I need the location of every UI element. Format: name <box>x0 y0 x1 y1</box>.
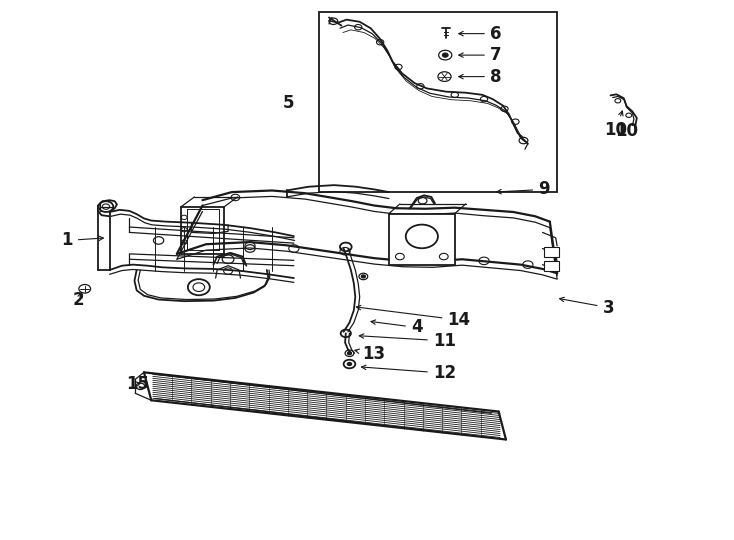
Text: 12: 12 <box>362 364 456 382</box>
Circle shape <box>443 53 448 57</box>
Text: 8: 8 <box>459 68 501 86</box>
Text: 4: 4 <box>371 319 423 336</box>
Bar <box>544 261 559 271</box>
Text: 11: 11 <box>360 332 456 350</box>
Text: 5: 5 <box>283 94 294 112</box>
Text: 9: 9 <box>497 180 550 198</box>
Text: 3: 3 <box>559 298 614 316</box>
Text: 13: 13 <box>355 346 386 363</box>
Text: 2: 2 <box>73 291 84 308</box>
Circle shape <box>347 362 352 366</box>
Text: 1: 1 <box>62 232 103 249</box>
Bar <box>319 12 557 192</box>
Text: 7: 7 <box>459 46 501 64</box>
Text: 10: 10 <box>604 111 627 139</box>
Text: 10: 10 <box>616 123 639 140</box>
Circle shape <box>347 352 352 355</box>
Text: 6: 6 <box>459 25 501 43</box>
Text: 14: 14 <box>357 306 470 329</box>
Bar <box>544 247 559 256</box>
Bar <box>389 214 455 265</box>
Circle shape <box>361 275 366 278</box>
Text: 15: 15 <box>126 375 149 393</box>
